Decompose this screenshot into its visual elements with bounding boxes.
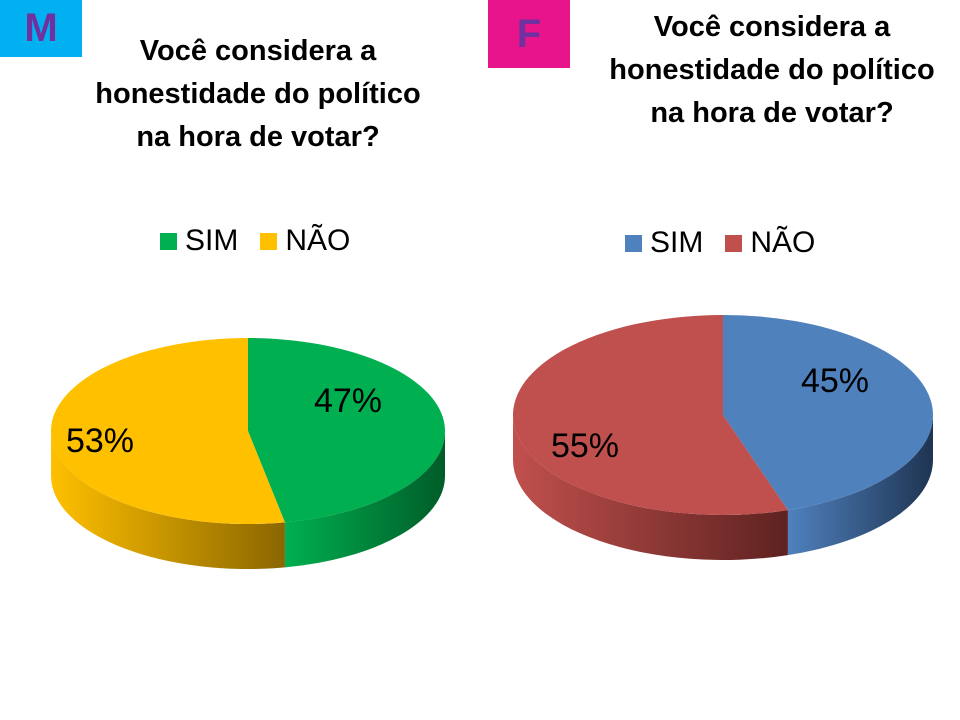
pie-side-não	[51, 431, 285, 569]
legend-swatch	[260, 232, 278, 250]
legend-item-nao: NÃO	[260, 224, 350, 258]
legend-item-sim: SIM	[625, 226, 703, 260]
data-label: 53%	[66, 422, 134, 460]
legend-swatch	[625, 234, 642, 252]
title-line: na hora de votar?	[136, 121, 380, 153]
legend-swatch	[725, 234, 743, 252]
title-line: honestidade do político	[609, 54, 935, 86]
legend-label: SIM	[185, 224, 239, 257]
pie-slice-sim	[723, 314, 934, 511]
legend-m: SIM NÃO	[160, 224, 372, 258]
legend-label: NÃO	[750, 226, 816, 259]
legend-label: NÃO	[285, 224, 351, 257]
pie-side-sim	[787, 415, 933, 556]
pie-side-não	[513, 415, 788, 560]
pie-side-sim	[284, 431, 445, 568]
title-line: honestidade do político	[95, 78, 421, 110]
data-label: 47%	[314, 382, 382, 420]
legend-item-sim: SIM	[160, 224, 238, 258]
pie-slice-não	[513, 315, 788, 515]
data-label: 45%	[801, 362, 869, 400]
legend-item-nao: NÃO	[725, 226, 815, 260]
chart-title-f: Você considera a honestidade do político…	[572, 6, 960, 135]
title-line: na hora de votar?	[650, 97, 894, 129]
data-label: 55%	[551, 427, 619, 465]
legend-label: SIM	[650, 226, 704, 259]
female-badge: F	[488, 0, 570, 68]
legend-f: SIM NÃO	[625, 226, 837, 260]
pie-slice-sim	[248, 338, 445, 523]
chart-title-m: Você considera a honestidade do político…	[58, 30, 458, 159]
legend-swatch	[160, 232, 177, 250]
male-badge: M	[0, 0, 82, 57]
pie-slice-não	[50, 338, 285, 524]
title-line: Você considera a	[139, 35, 377, 67]
title-line: Você considera a	[653, 11, 891, 43]
